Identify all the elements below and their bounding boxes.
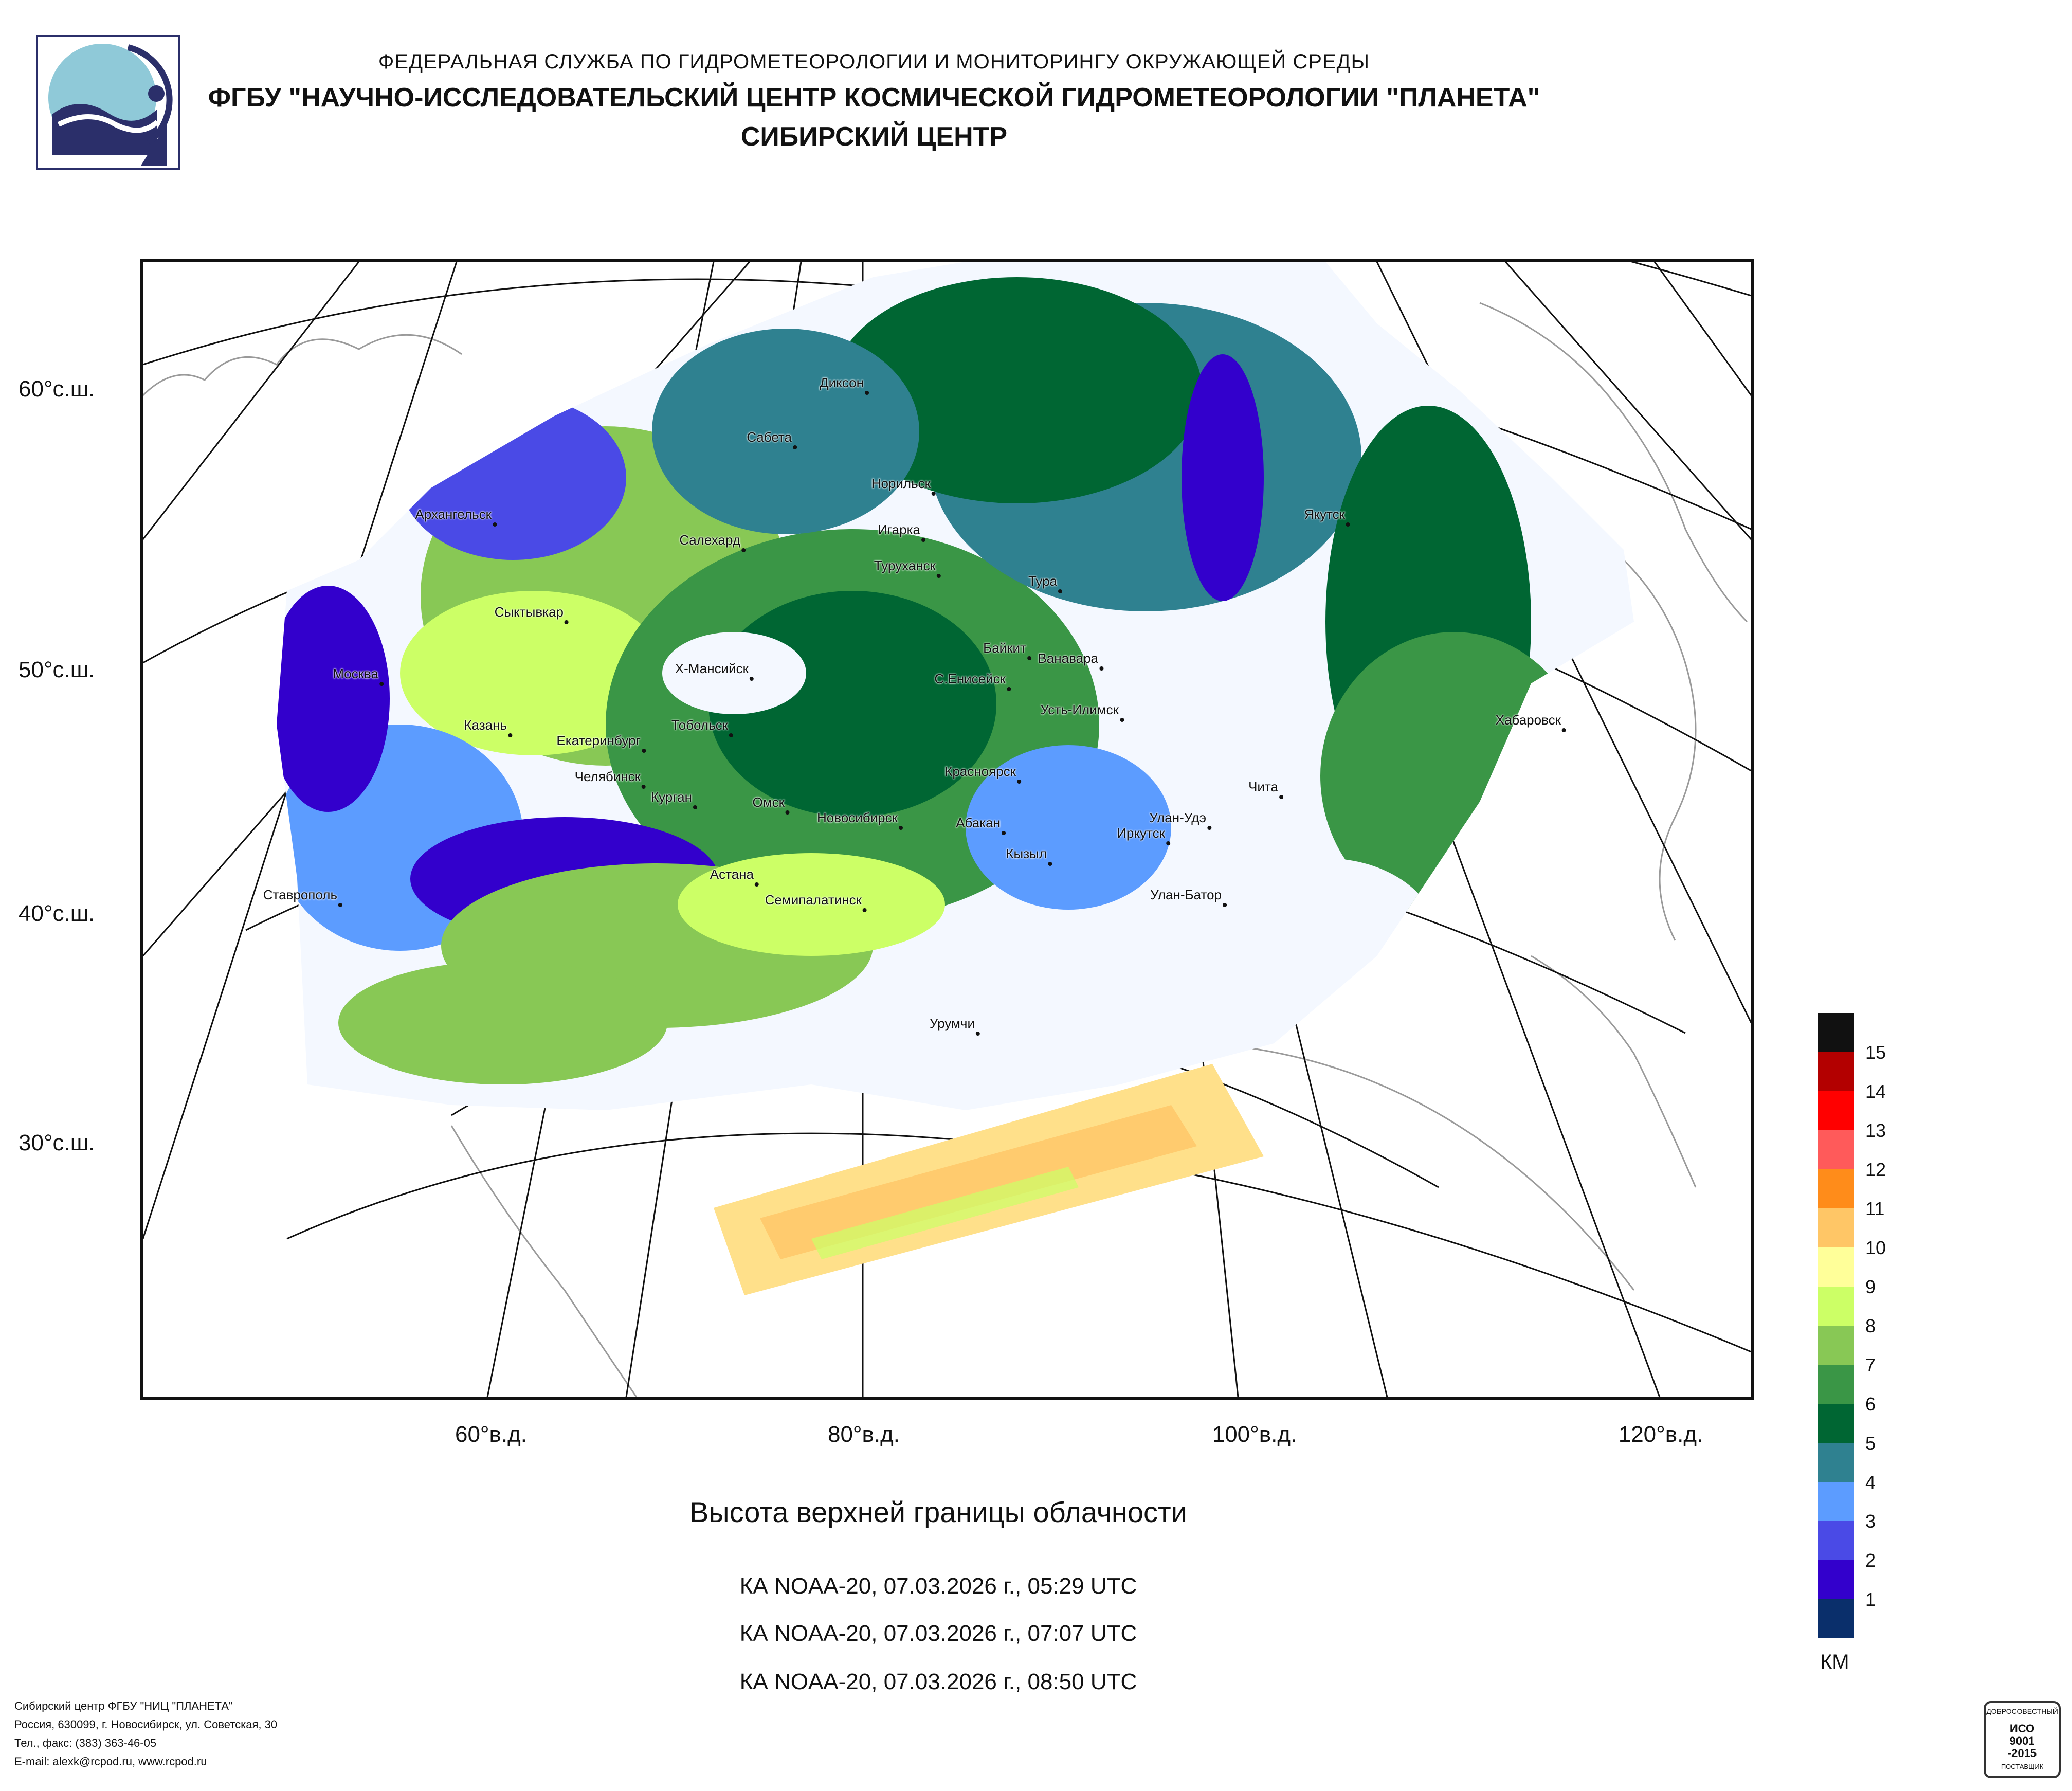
map-title: Высота верхней границы облачности — [689, 1496, 1187, 1528]
city-label: Улан-Батор — [1150, 887, 1227, 907]
logo-emblem-icon — [48, 44, 173, 166]
legend-unit: КМ — [1820, 1651, 1849, 1673]
legend-swatch — [1818, 1365, 1854, 1404]
satellite-pass: КА NOAA-20, 07.03.2026 г., 07:07 UTC — [739, 1621, 1137, 1646]
longitude-label: 100°в.д. — [1212, 1422, 1297, 1447]
planeta-logo — [36, 35, 180, 170]
city-label: Тура — [1028, 573, 1063, 593]
legend-swatch — [1818, 1404, 1854, 1443]
longitude-label: 120°в.д. — [1618, 1422, 1703, 1447]
legend-label: 14 — [1865, 1081, 1886, 1102]
legend-label: 3 — [1865, 1511, 1876, 1532]
legend-label: 12 — [1865, 1159, 1886, 1180]
city-label: Якутск — [1304, 506, 1351, 527]
city-label: Ставрополь — [263, 887, 343, 907]
satellite-pass: КА NOAA-20, 07.03.2026 г., 05:29 UTC — [739, 1573, 1137, 1599]
legend-swatch — [1818, 1287, 1854, 1326]
legend-label: 11 — [1865, 1198, 1885, 1219]
cert-code: ИСО — [2009, 1722, 2035, 1735]
city-label: Казань — [464, 717, 512, 737]
city-label: Салехард — [679, 532, 746, 552]
city-label: Туруханск — [874, 558, 941, 578]
city-label: Омск — [752, 794, 790, 815]
city-label: Ванавара — [1038, 650, 1103, 671]
city-label: Чита — [1248, 779, 1283, 799]
legend-label: 10 — [1865, 1237, 1886, 1258]
city-label: Сабета — [747, 429, 797, 449]
agency-name: ФЕДЕРАЛЬНАЯ СЛУЖБА ПО ГИДРОМЕТЕОРОЛОГИИ … — [378, 50, 1370, 73]
satellite-pass: КА NOAA-20, 07.03.2026 г., 08:50 UTC — [739, 1669, 1137, 1694]
legend-swatch — [1818, 1560, 1854, 1599]
legend-swatch — [1818, 1599, 1854, 1638]
center-name: ФГБУ "НАУЧНО-ИССЛЕДОВАТЕЛЬСКИЙ ЦЕНТР КОС… — [208, 83, 1540, 113]
city-label: Архангельск — [415, 506, 497, 527]
latitude-label: 60°с.ш. — [19, 376, 95, 402]
legend-swatch — [1818, 1091, 1854, 1130]
legend-swatch — [1818, 1521, 1854, 1560]
legend-label: 9 — [1865, 1276, 1876, 1297]
city-label: Норильск — [871, 476, 936, 496]
city-label: Екатеринбург — [556, 733, 646, 753]
footer-phone: Тел., факс: (383) 363-46-05 — [14, 1736, 157, 1749]
legend-swatch — [1818, 1052, 1854, 1091]
map-graphic — [143, 262, 1751, 1397]
city-label: Семипалатинск — [765, 892, 867, 912]
legend-swatch — [1818, 1208, 1854, 1247]
cert-top-text: ДОБРОСОВЕСТНЫЙ — [1986, 1707, 2058, 1715]
legend-label: 13 — [1865, 1120, 1886, 1141]
city-label: Байкит — [983, 640, 1031, 660]
city-label: С.Енисейск — [934, 671, 1011, 691]
city-label: Иркутск — [1117, 825, 1170, 845]
footer-contacts: Сибирский центр ФГБУ "НИЦ "ПЛАНЕТА" Росс… — [14, 1697, 277, 1771]
legend-label: 7 — [1865, 1354, 1876, 1376]
city-label: Тобольск — [671, 717, 734, 737]
legend-swatch — [1818, 1130, 1854, 1169]
city-label: Абакан — [956, 815, 1006, 835]
city-label: Диксон — [820, 375, 869, 395]
cert-code: 9001 — [2009, 1734, 2035, 1747]
city-label: Игарка — [878, 522, 925, 542]
city-label: Урумчи — [929, 1016, 980, 1036]
legend-swatch — [1818, 1247, 1854, 1287]
city-label: Улан-Удэ — [1149, 810, 1211, 830]
legend-label: 5 — [1865, 1433, 1876, 1454]
city-label: Усть-Илимск — [1040, 702, 1124, 722]
cloud-top-height-map — [140, 259, 1754, 1400]
legend-swatch — [1818, 1482, 1854, 1521]
city-label: Новосибирск — [817, 810, 903, 830]
longitude-label: 60°в.д. — [455, 1422, 528, 1447]
legend-label: 1 — [1865, 1589, 1876, 1610]
footer-address: Россия, 630099, г. Новосибирск, ул. Сове… — [14, 1718, 278, 1731]
branch-name: СИБИРСКИЙ ЦЕНТР — [740, 122, 1008, 152]
legend-label: 4 — [1865, 1472, 1876, 1493]
city-label: Х-Мансийск — [675, 661, 754, 681]
latitude-label: 50°с.ш. — [19, 657, 95, 682]
cert-bottom-text: ПОСТАВЩИК — [2001, 1763, 2044, 1770]
city-label: Курган — [650, 789, 698, 809]
legend-swatch — [1818, 1443, 1854, 1482]
longitude-label: 80°в.д. — [827, 1422, 900, 1447]
legend-swatch — [1818, 1326, 1854, 1365]
iso-certificate-badge: ДОБРОСОВЕСТНЫЙ ИСО 9001 -2015 ПОСТАВЩИК — [1984, 1701, 2061, 1778]
city-label: Кызыл — [1006, 846, 1052, 866]
cert-code: -2015 — [2007, 1747, 2037, 1760]
city-label: Челябинск — [574, 769, 646, 789]
legend-label: 8 — [1865, 1315, 1876, 1336]
legend-label: 6 — [1865, 1394, 1876, 1415]
city-label: Астана — [710, 866, 759, 887]
legend-label: 15 — [1865, 1042, 1886, 1063]
footer-email: E-mail: alexk@rcpod.ru, www.rcpod.ru — [14, 1755, 207, 1768]
footer-org: Сибирский центр ФГБУ "НИЦ "ПЛАНЕТА" — [14, 1699, 233, 1712]
legend-swatch — [1818, 1013, 1854, 1052]
city-label: Сыктывкар — [494, 604, 569, 624]
city-label: Москва — [333, 666, 384, 686]
height-legend — [1818, 1013, 1854, 1638]
legend-swatch — [1818, 1169, 1854, 1208]
legend-label: 2 — [1865, 1550, 1876, 1571]
city-label: Хабаровск — [1495, 712, 1567, 732]
latitude-label: 30°с.ш. — [19, 1130, 95, 1155]
city-label: Красноярск — [944, 764, 1021, 784]
latitude-label: 40°с.ш. — [19, 901, 95, 926]
